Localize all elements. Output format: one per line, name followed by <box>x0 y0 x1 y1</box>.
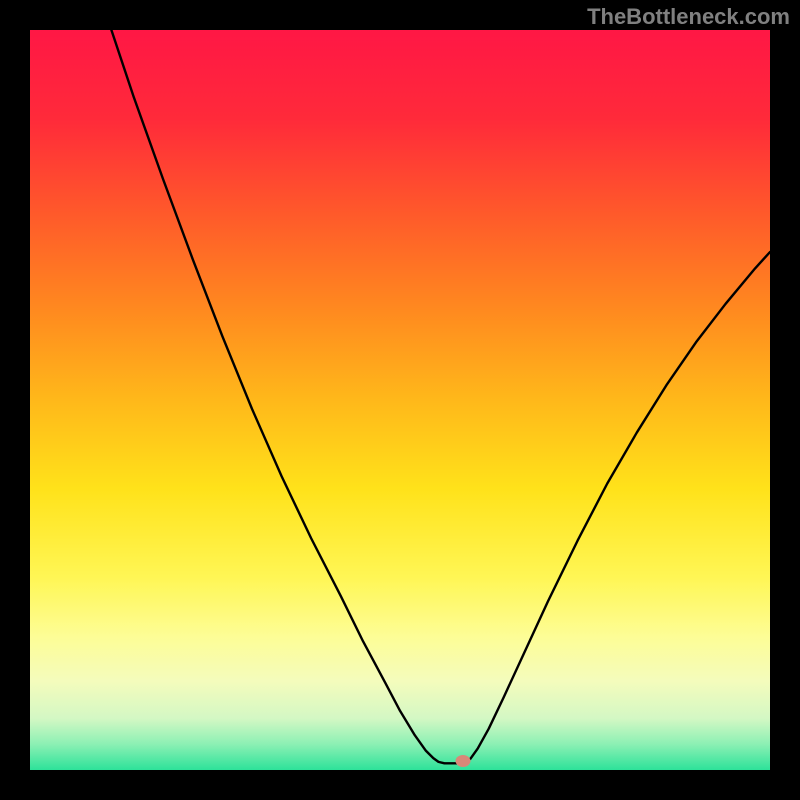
optimal-point-marker <box>455 755 470 767</box>
chart-container: TheBottleneck.com <box>0 0 800 800</box>
plot-area <box>30 30 770 770</box>
bottleneck-curve <box>30 30 770 770</box>
watermark-text: TheBottleneck.com <box>587 4 790 30</box>
